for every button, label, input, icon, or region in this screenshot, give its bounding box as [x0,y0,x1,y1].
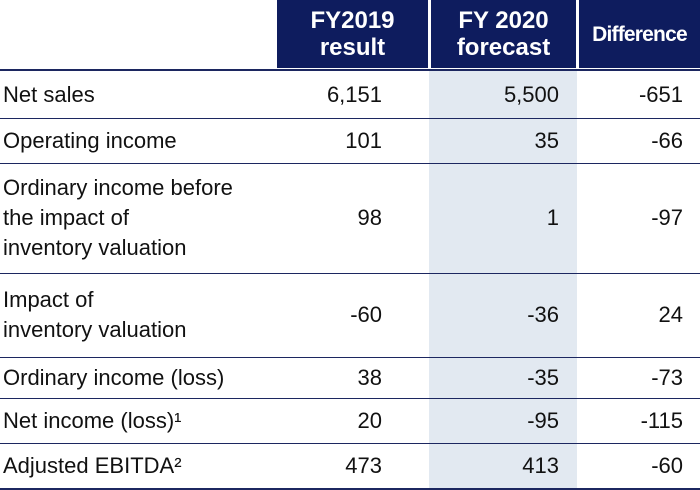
fy2019-value: -60 [350,302,382,327]
fy2019-value: 101 [345,127,382,153]
fy2020-value: -36 [527,302,559,327]
row-label: Ordinary income (loss) [3,365,225,390]
fy2019-value: 473 [345,453,382,478]
difference-value: -651 [638,81,683,107]
header-fy2020-line2: forecast [456,34,551,61]
difference-value: -60 [651,453,683,478]
table-row: Net income (loss)¹ 20 -95 -115 [0,399,700,442]
row-label: Ordinary income before the impact of inv… [3,175,233,260]
header-fy2019-line2: result [319,34,386,61]
table-bottom-rule [0,488,700,490]
fy2019-value: 38 [357,365,382,390]
table-row: Net sales 6,151 5,500 -651 [0,72,700,117]
fy2019-value: 20 [357,407,382,433]
fy2020-value: -35 [527,365,559,390]
row-label: Impact of inventory valuation [3,287,187,342]
fy2019-value: 98 [357,205,382,230]
fy2019-value: 6,151 [326,81,382,107]
header-fy2020-line1: FY 2020 [458,7,549,34]
difference-value: -115 [640,407,683,433]
header-difference: Difference [579,0,700,68]
difference-value: -97 [651,205,683,230]
row-label: Operating income [3,127,177,153]
difference-value: -66 [651,127,683,153]
table-row: Operating income 101 35 -66 [0,119,700,162]
row-divider [0,443,700,444]
row-divider [0,273,700,274]
table-row: Ordinary income before the impact of inv… [0,166,700,270]
fy2020-value: 5,500 [503,81,559,107]
header-fy2019-result: FY2019 result [277,0,428,68]
table-row: Impact of inventory valuation -60 -36 24 [0,276,700,354]
fy2020-value: 413 [522,453,559,478]
row-divider [0,163,700,164]
fy2020-value: 35 [534,127,559,153]
row-divider [0,398,700,399]
table-row: Adjusted EBITDA² 473 413 -60 [0,444,700,488]
difference-value: -73 [651,365,683,390]
header-divider [0,69,700,71]
difference-value: 24 [658,302,683,327]
header-difference-label: Difference [592,22,688,46]
row-divider [0,118,700,119]
row-divider [0,357,700,358]
header-fy2020-forecast: FY 2020 forecast [431,0,576,68]
row-label: Adjusted EBITDA² [3,453,182,478]
forecast-column-shading [429,70,577,490]
table-row: Ordinary income (loss) 38 -35 -73 [0,358,700,398]
fy2020-value: 1 [546,205,559,230]
header-fy2019-line1: FY2019 [310,7,395,34]
row-label: Net sales [3,81,95,107]
fy2020-value: -95 [527,407,559,433]
row-label: Net income (loss)¹ [3,407,182,433]
